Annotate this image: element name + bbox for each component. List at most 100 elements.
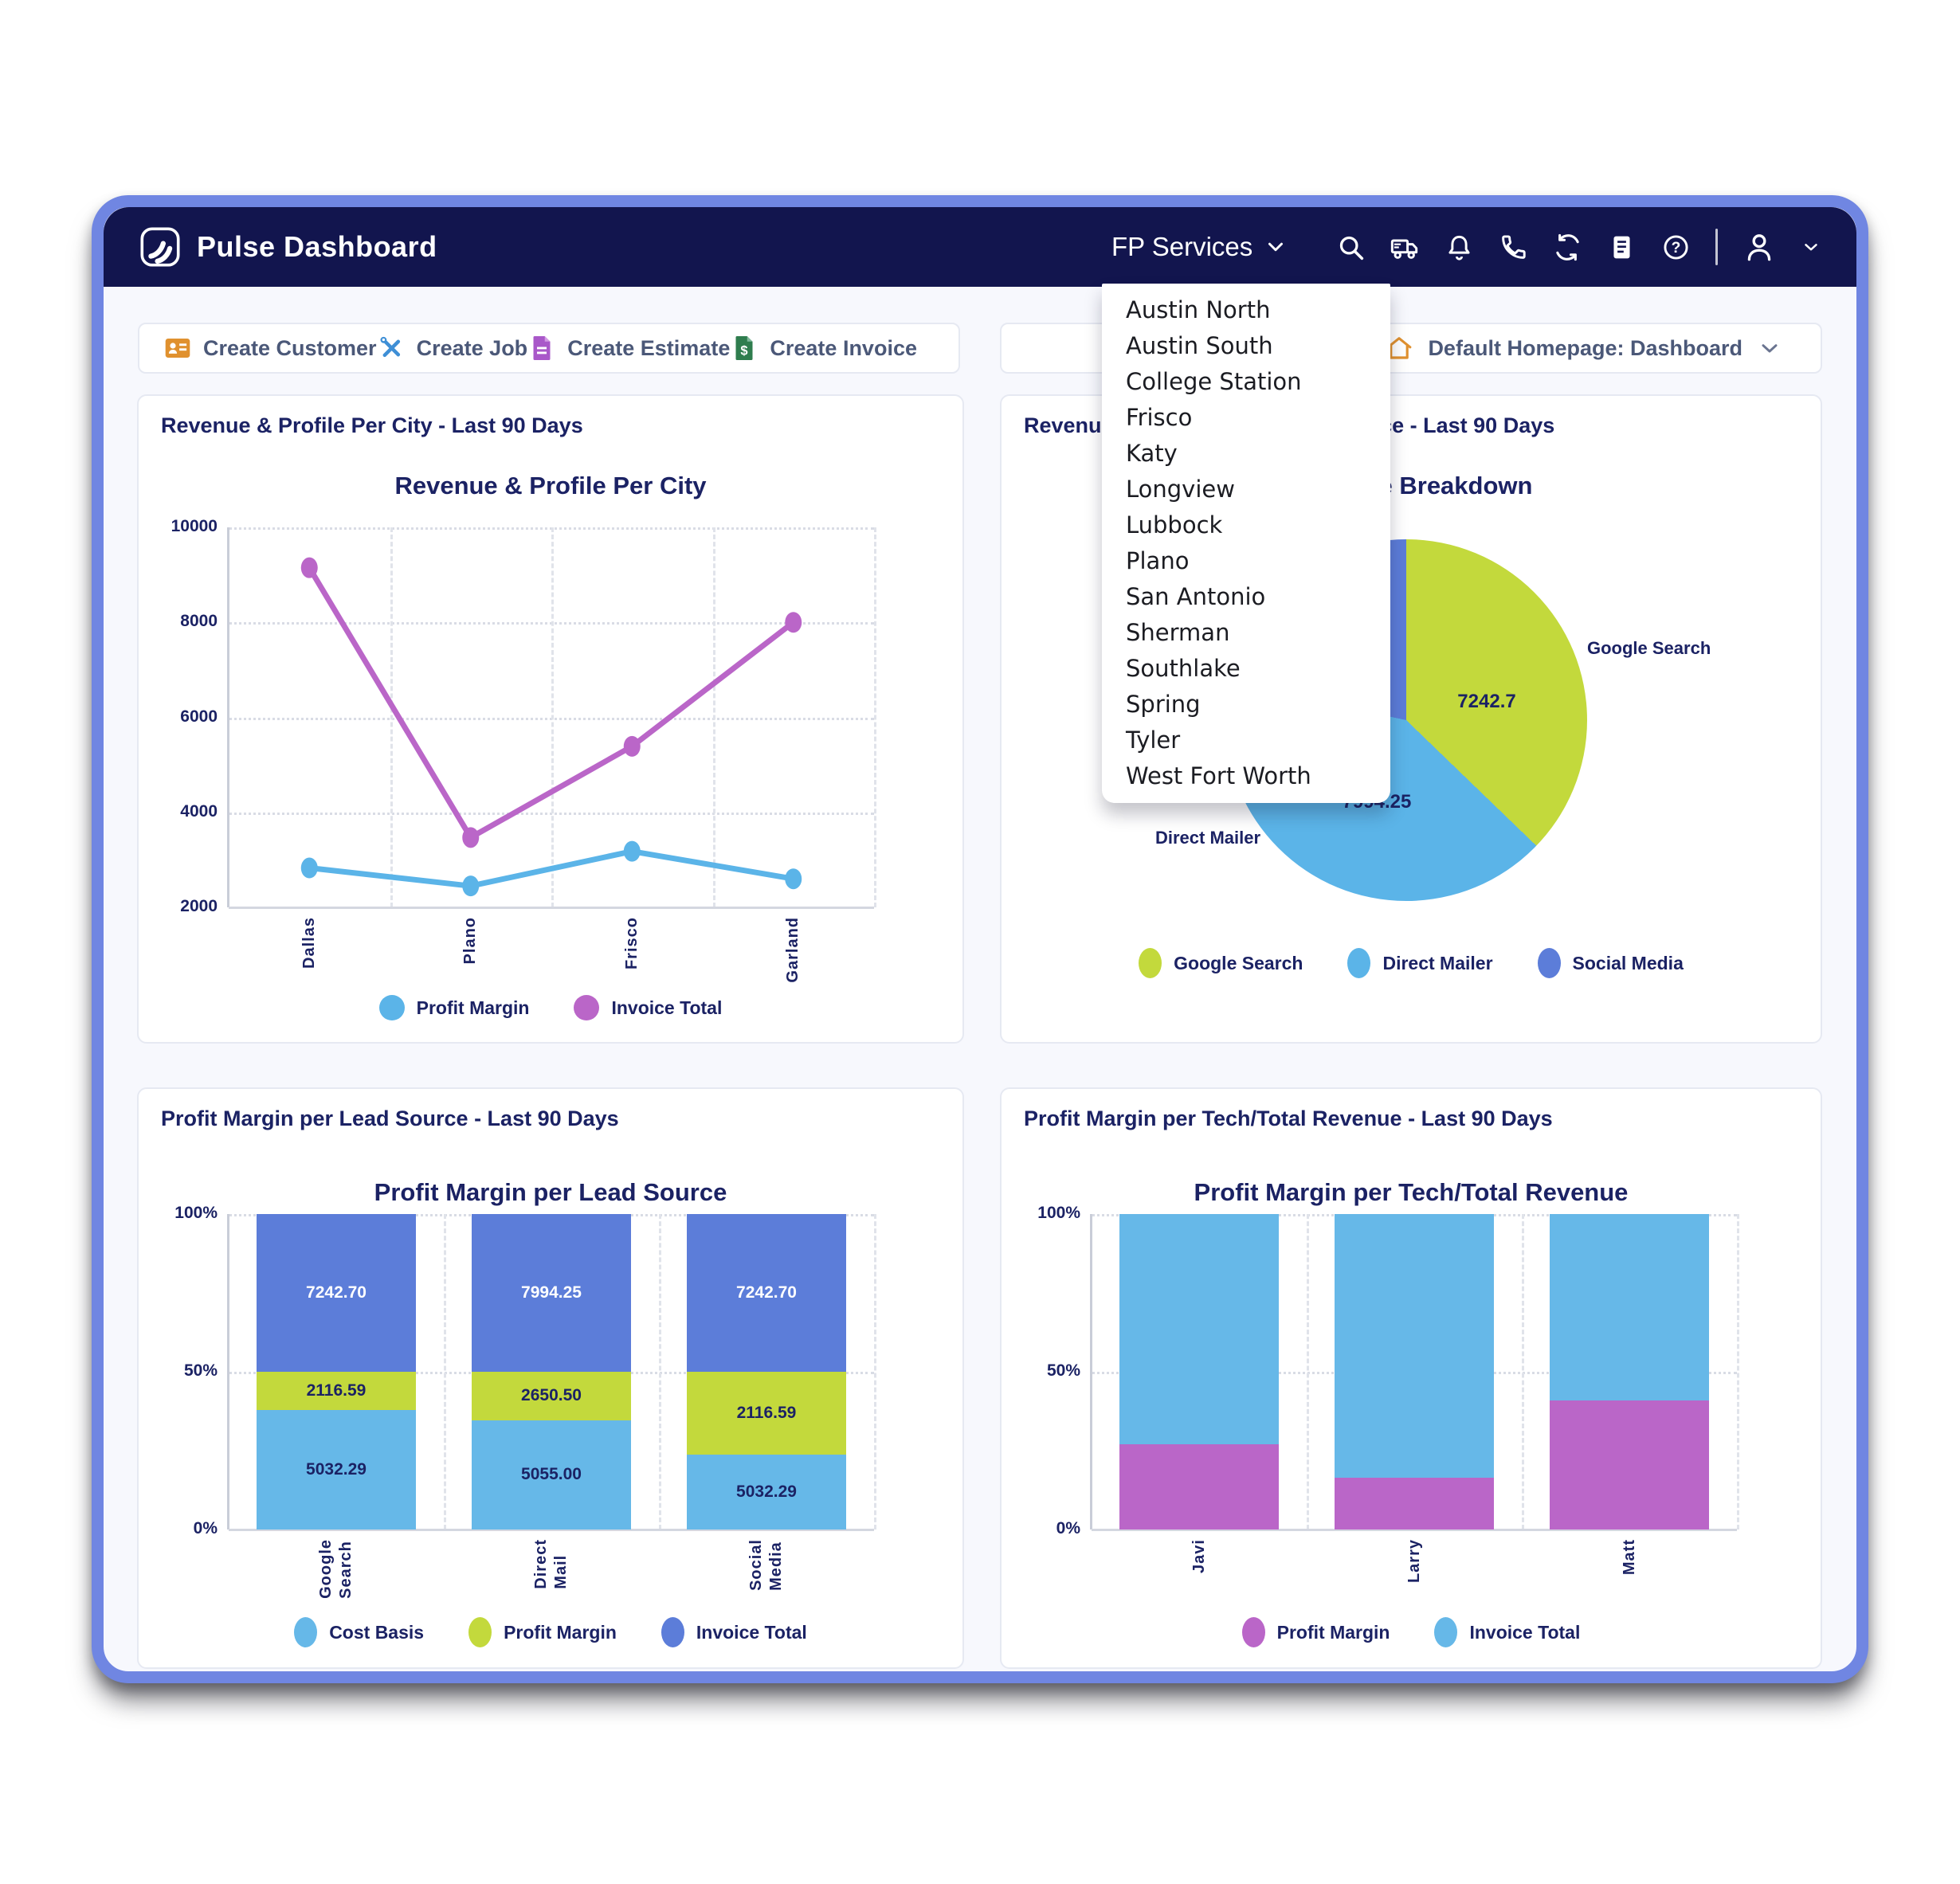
legend-item-direct-mailer[interactable]: Direct Mailer [1347, 948, 1493, 978]
create-job-label: Create Job [416, 335, 528, 360]
legend-label: Profit Margin [416, 997, 530, 1018]
search-icon[interactable] [1336, 233, 1366, 262]
org-dropdown-item-college-station[interactable]: College Station [1126, 367, 1302, 395]
quick-actions-bar: Create Customer Create Job Create Estima… [138, 323, 960, 374]
legend-label: Invoice Total [1469, 1621, 1581, 1643]
x-axis-line [1092, 1529, 1737, 1531]
org-dropdown-item-katy[interactable]: Katy [1126, 439, 1178, 467]
bar-segment-invoice-total [1335, 1214, 1494, 1478]
x-axis-label: Frisco [622, 917, 641, 970]
create-job-button[interactable]: Create Job [377, 334, 528, 362]
legend-item-cost-basis[interactable]: Cost Basis [294, 1617, 424, 1647]
card-profit-margin-tech: Profit Margin per Tech/Total Revenue - L… [1000, 1087, 1822, 1669]
truck-icon[interactable] [1390, 233, 1420, 262]
chevron-down-icon [1268, 242, 1284, 252]
x-axis-label: Matt [1620, 1539, 1638, 1576]
customer-card-icon [165, 339, 190, 358]
stacked-bar-direct-mail: 5055.00 2650.50 7994.25 [472, 1214, 631, 1530]
data-point [785, 612, 802, 633]
legend-item-profit-margin[interactable]: Profit Margin [378, 995, 530, 1020]
legend-item-invoice-total[interactable]: Invoice Total [574, 995, 722, 1020]
job-tools-icon [380, 336, 400, 358]
pie-label-google-search: Google Search [1587, 638, 1711, 658]
gridline [874, 1214, 876, 1530]
card-header: Revenue & Profile Per City - Last 90 Day… [161, 413, 583, 437]
y-axis-tick: 50% [1046, 1361, 1080, 1380]
y-axis-tick: 0% [1056, 1519, 1080, 1537]
org-dropdown-item-lubbock[interactable]: Lubbock [1126, 511, 1223, 539]
chevron-down-icon[interactable] [1757, 335, 1782, 361]
card-profit-margin-lead-source: Profit Margin per Lead Source - Last 90 … [137, 1087, 964, 1669]
org-dropdown-item-austin-north[interactable]: Austin North [1126, 296, 1271, 323]
nav-icon-cluster: ? [1336, 207, 1821, 287]
bar-segment-profit-margin [1119, 1444, 1279, 1530]
pie-label-direct-mailer: Direct Mailer [1154, 828, 1261, 848]
bar-segment-invoice-total: 7242.70 [257, 1214, 416, 1373]
legend-item-profit-margin[interactable]: Profit Margin [468, 1617, 617, 1647]
bar-segment-profit-margin [1550, 1400, 1709, 1530]
legend-label: Invoice Total [696, 1621, 807, 1643]
legend-item-invoice-total[interactable]: Invoice Total [661, 1617, 807, 1647]
user-chevron-down-icon[interactable] [1801, 237, 1821, 257]
create-invoice-button[interactable]: $ Create Invoice [730, 334, 917, 362]
org-dropdown-item-spring[interactable]: Spring [1126, 690, 1201, 718]
legend-marker [1241, 1617, 1265, 1647]
bar-segment-cost-basis: 5032.29 [257, 1410, 416, 1530]
user-icon[interactable] [1742, 230, 1776, 264]
gridline [1737, 1214, 1739, 1530]
legend-item-profit-margin[interactable]: Profit Margin [1241, 1617, 1390, 1647]
org-dropdown-item-san-antonio[interactable]: San Antonio [1126, 582, 1266, 610]
bar-segment-profit-margin: 2650.50 [472, 1372, 631, 1420]
y-axis-tick: 6000 [180, 707, 218, 726]
legend-label: Direct Mailer [1382, 952, 1493, 973]
org-dropdown-item-longview[interactable]: Longview [1126, 475, 1235, 503]
stacked-bar-plot: 100% 50% 0% Javi Larry Matt [1037, 1204, 1739, 1583]
chart-title: Profit Margin per Tech/Total Revenue [1194, 1178, 1629, 1206]
series-line-profit-margin [306, 848, 797, 889]
pulse-logo-icon [140, 227, 180, 267]
help-icon[interactable]: ? [1661, 233, 1691, 262]
create-customer-button[interactable]: Create Customer [163, 334, 377, 362]
legend-marker [1139, 948, 1162, 978]
gridline [659, 1214, 661, 1530]
top-navbar: Pulse Dashboard FP Services ? [104, 207, 1856, 287]
gridline [1522, 1214, 1524, 1530]
org-dropdown-item-west-fort-worth[interactable]: West Fort Worth [1126, 762, 1311, 789]
card-header: Profit Margin per Lead Source - Last 90 … [161, 1107, 619, 1130]
gridline [1307, 1214, 1309, 1530]
org-dropdown-item-tyler[interactable]: Tyler [1126, 726, 1181, 754]
gridline [712, 527, 715, 907]
home-icon [1387, 337, 1412, 359]
gridline [551, 527, 554, 907]
create-estimate-button[interactable]: Create Estimate [527, 334, 730, 362]
svg-text:?: ? [1672, 240, 1681, 257]
bar-segment-cost-basis: 5055.00 [472, 1420, 631, 1530]
org-dropdown-item-sherman[interactable]: Sherman [1126, 618, 1230, 646]
org-dropdown-item-austin-south[interactable]: Austin South [1126, 331, 1273, 359]
line-chart-plot: 10000 8000 6000 4000 2000 Dallas Plano Frisco Ga… [171, 517, 876, 983]
homepage-selector-label[interactable]: Default Homepage: Dashboard [1428, 335, 1742, 360]
legend-item-social-media[interactable]: Social Media [1537, 948, 1684, 978]
refresh-icon[interactable] [1553, 233, 1582, 262]
data-point [300, 857, 318, 879]
data-point [785, 868, 802, 890]
org-dropdown-item-frisco[interactable]: Frisco [1126, 403, 1193, 431]
bell-icon[interactable] [1445, 233, 1474, 262]
org-dropdown-item-southlake[interactable]: Southlake [1126, 654, 1241, 682]
data-point [462, 875, 480, 897]
x-axis-label: Plano [461, 917, 480, 965]
document-icon[interactable] [1607, 233, 1637, 262]
phone-icon[interactable] [1499, 233, 1528, 262]
y-axis-tick: 100% [1037, 1204, 1080, 1222]
legend-item-invoice-total[interactable]: Invoice Total [1434, 1617, 1580, 1647]
org-selector[interactable]: FP Services [1111, 207, 1288, 287]
x-axis-label: Garland [784, 917, 802, 983]
create-estimate-label: Create Estimate [567, 335, 731, 360]
app-title: Pulse Dashboard [197, 230, 437, 263]
series-line-invoice-total [306, 565, 797, 840]
x-axis-label: Javi [1190, 1539, 1208, 1573]
y-axis-tick: 8000 [180, 612, 218, 631]
legend-item-google-search[interactable]: Google Search [1139, 948, 1303, 978]
x-axis-label: Direct Mail [532, 1539, 570, 1589]
org-dropdown-item-plano[interactable]: Plano [1126, 546, 1190, 574]
